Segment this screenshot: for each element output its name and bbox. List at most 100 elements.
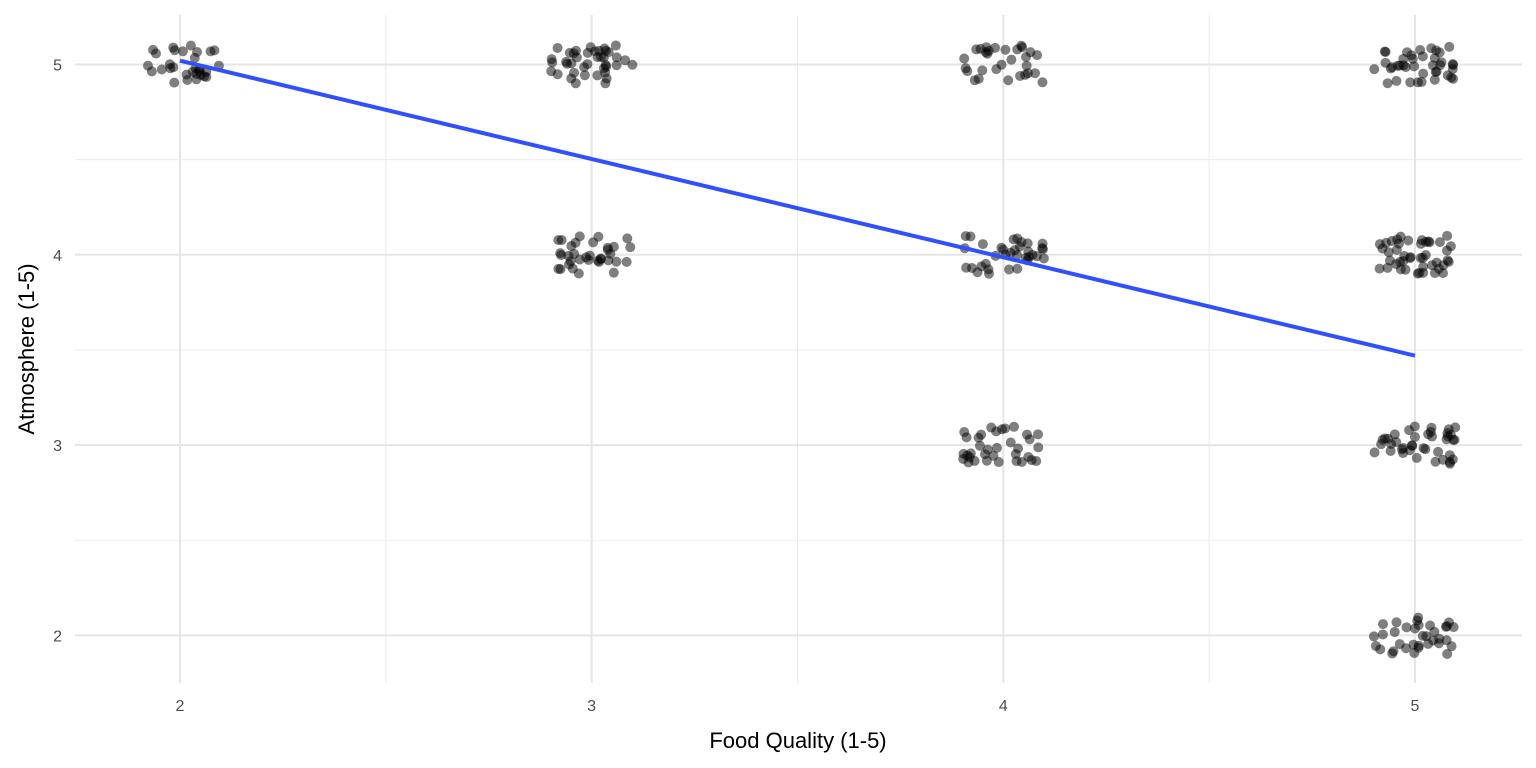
data-point [1394,639,1405,650]
data-point [1386,438,1397,449]
data-point [592,70,603,81]
data-point [1377,629,1388,640]
grid [75,15,1522,683]
data-point [976,429,987,440]
data-point [1409,623,1420,634]
y-tick-label: 3 [53,438,62,455]
data-point [182,75,193,86]
data-point [962,66,973,77]
data-point [209,45,220,56]
data-point [1024,434,1035,445]
data-point [983,268,994,279]
data-point [599,43,610,54]
data-point [1404,253,1415,264]
data-point [982,444,993,455]
data-point [1023,246,1034,257]
data-point [570,237,581,248]
data-point [1434,47,1445,58]
data-point [1446,641,1457,652]
data-point [602,244,613,255]
data-point [1400,62,1411,73]
data-point [1025,47,1036,58]
data-point [1030,68,1041,79]
data-point [1369,64,1380,75]
data-point [191,68,202,79]
data-point [1012,249,1023,260]
data-point [185,40,196,51]
data-point [1377,243,1388,254]
data-point [1031,456,1042,467]
data-point [1431,66,1442,77]
data-point [1417,51,1428,62]
data-point [1008,421,1019,432]
data-point [608,267,619,278]
data-point [1013,443,1024,454]
data-point [1447,59,1458,70]
data-point [1370,640,1381,651]
data-point [1442,649,1453,660]
data-point [1016,237,1027,248]
data-point [1409,431,1420,442]
data-point [546,54,557,65]
data-point [1442,255,1453,266]
data-point [1411,452,1422,463]
data-point [1409,61,1420,72]
data-point [1382,78,1393,89]
data-point [977,239,988,250]
data-point [983,45,994,56]
data-point [1385,63,1396,74]
data-point [966,262,977,273]
data-point [1414,267,1425,278]
data-point [546,66,557,77]
data-point [1423,638,1434,649]
data-point [975,43,986,54]
data-point [981,455,992,466]
data-point [601,61,612,72]
data-point [1380,46,1391,57]
x-axis-ticks: 2 3 4 5 [176,698,1420,715]
data-point [192,47,203,58]
data-point [1440,621,1451,632]
data-point [1023,451,1034,462]
data-point [1406,50,1417,61]
data-point [1433,446,1444,457]
data-point [1004,264,1015,275]
data-point [579,62,590,73]
data-point [177,46,188,57]
data-point [610,40,621,51]
data-point [1021,60,1032,71]
data-point [165,63,176,74]
data-point [1412,615,1423,626]
data-point [961,432,972,443]
data-point [156,64,167,75]
data-point [1417,630,1428,641]
data-point [622,233,633,244]
data-point [1445,241,1456,252]
data-point [1389,626,1400,637]
data-point [1378,619,1389,630]
data-point [1445,429,1456,440]
data-point [1005,437,1016,448]
data-point [1424,237,1435,248]
data-point [555,264,566,275]
data-point [1413,642,1424,653]
data-point [611,52,622,63]
data-point [1426,43,1437,54]
data-point [1434,633,1445,644]
data-point [986,422,997,433]
data-point [1444,450,1455,461]
data-point [596,253,607,264]
data-point [569,248,580,259]
data-point [977,65,988,76]
data-point [1444,41,1455,52]
data-point [1430,456,1441,467]
data-point [1387,648,1398,659]
data-point [1416,76,1427,87]
data-point [1425,426,1436,437]
x-tick-label: 5 [1411,698,1420,715]
data-point [1434,237,1445,248]
x-tick-label: 4 [999,698,1008,715]
data-point [1011,456,1022,467]
data-point [962,450,973,461]
